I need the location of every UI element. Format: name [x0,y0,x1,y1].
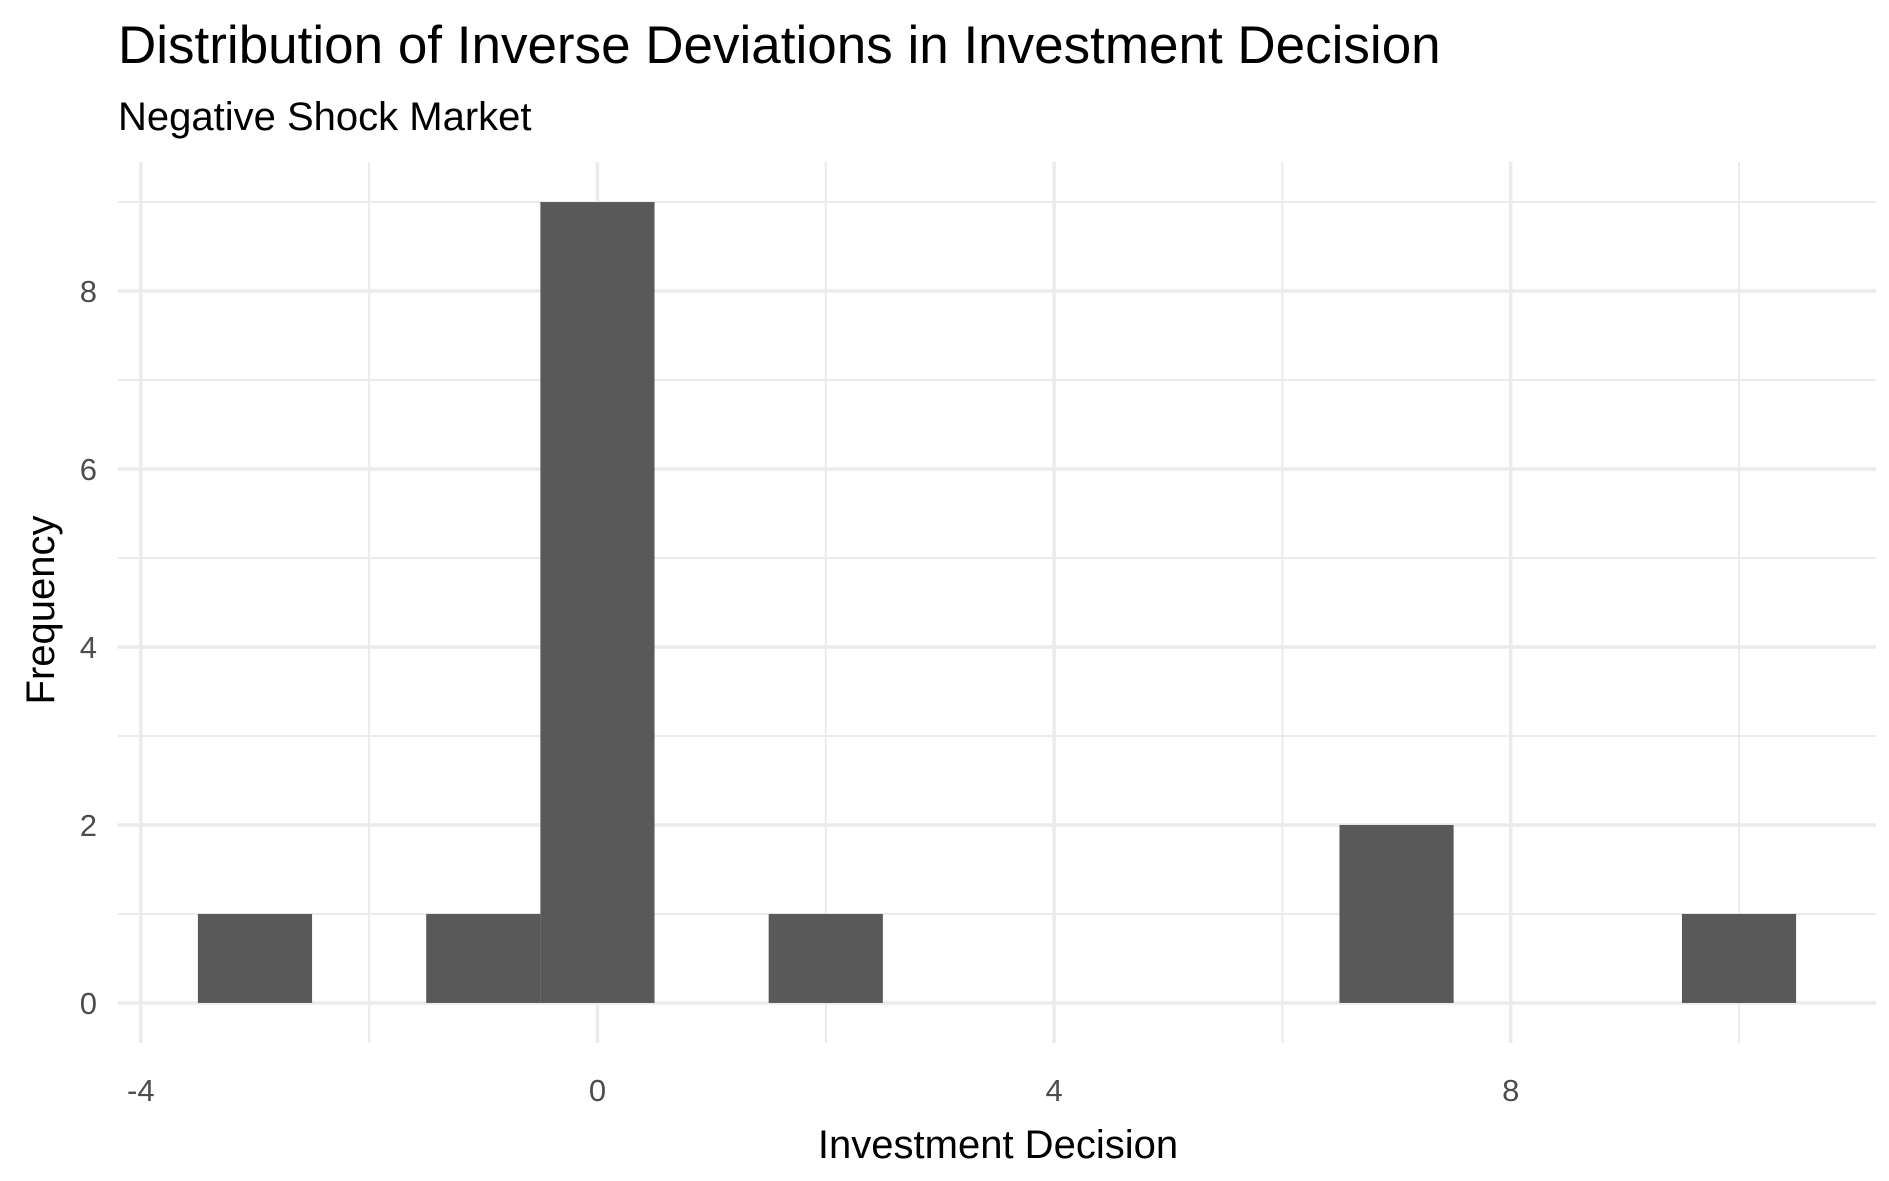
histogram-bar [197,913,313,1003]
y-tick-label: 2 [80,808,97,843]
x-tick-labels: -4 0 4 8 [127,1073,1519,1108]
histogram-bar [1339,824,1454,1003]
y-tick-label: 4 [80,630,97,665]
y-tick-label: 8 [80,274,97,309]
y-tick-labels: 0 2 4 6 8 [80,274,97,1021]
x-tick-label: -4 [127,1073,155,1108]
y-tick-label: 6 [80,452,97,487]
histogram-bar [768,913,883,1003]
histogram-bar [540,202,655,1003]
grid [118,162,1876,1043]
x-tick-label: 0 [589,1073,606,1108]
chart-subtitle: Negative Shock Market [118,95,532,139]
y-axis-title: Frequency [19,516,63,705]
x-tick-label: 4 [1045,1073,1062,1108]
chart-title: Distribution of Inverse Deviations in In… [118,16,1441,75]
histogram-bar [426,913,541,1003]
bars [197,202,1797,1003]
histogram-bar [1681,913,1797,1003]
x-tick-label: 8 [1502,1073,1519,1108]
x-axis-title: Investment Decision [818,1123,1178,1167]
y-tick-label: 0 [80,986,97,1021]
